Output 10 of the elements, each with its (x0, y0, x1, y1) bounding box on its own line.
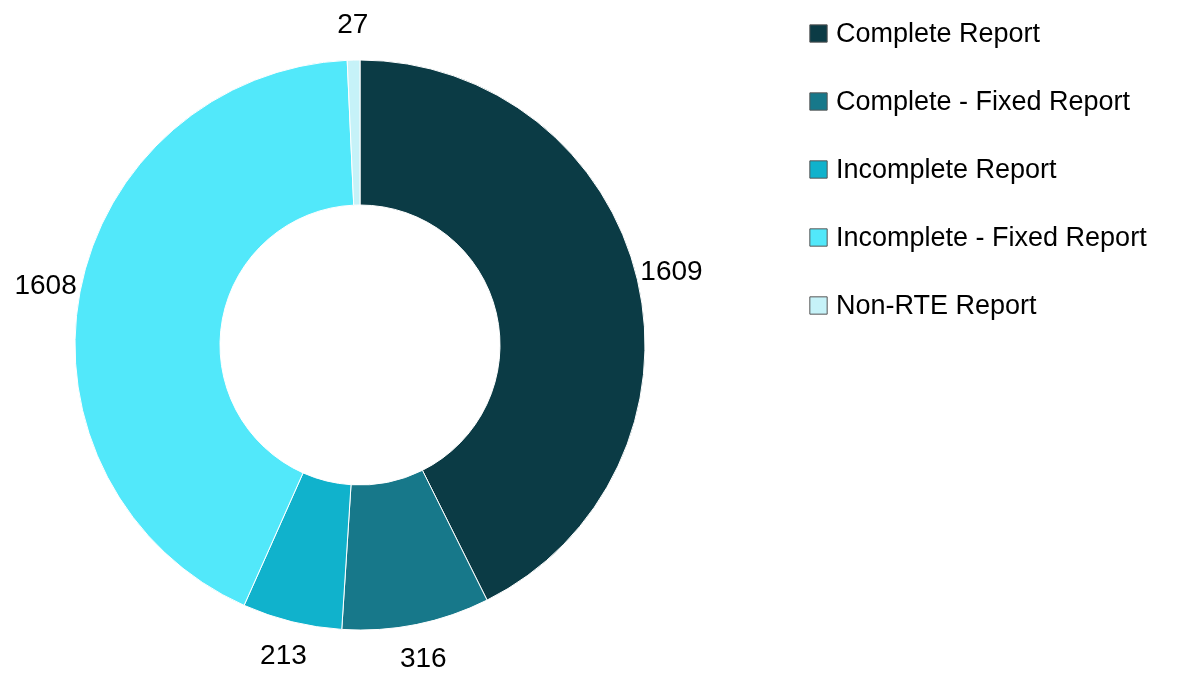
data-label: 213 (260, 638, 307, 670)
legend-label: Complete - Fixed Report (836, 85, 1131, 116)
data-label: 1609 (640, 254, 703, 286)
data-label: 27 (337, 8, 369, 40)
legend-label: Non-RTE Report (836, 289, 1038, 320)
legend-label: Incomplete - Fixed Report (836, 221, 1148, 252)
legend-label: Incomplete Report (836, 153, 1058, 184)
data-label: 1608 (14, 268, 77, 300)
data-label: 316 (399, 641, 447, 673)
legend-label: Complete Report (836, 17, 1041, 48)
